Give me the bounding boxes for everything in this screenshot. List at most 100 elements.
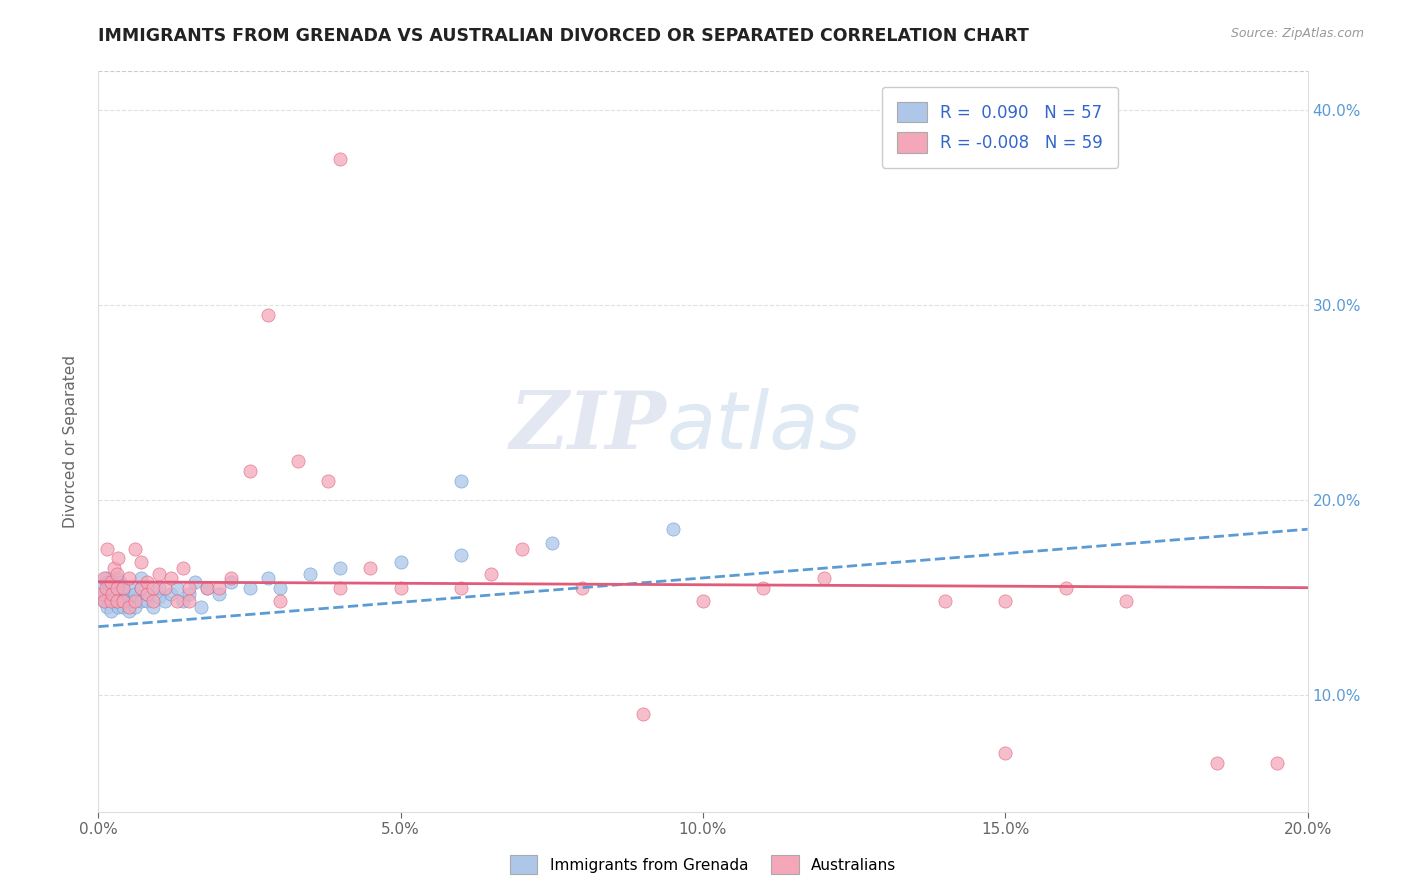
Point <box>108 574 131 589</box>
Point <box>195 581 218 595</box>
Text: ZIP: ZIP <box>510 388 666 466</box>
Point <box>752 581 775 595</box>
Point <box>160 571 183 585</box>
Text: Source: ZipAtlas.com: Source: ZipAtlas.com <box>1230 27 1364 40</box>
Y-axis label: Divorced or Separated: Divorced or Separated <box>63 355 77 528</box>
Point <box>135 586 157 600</box>
Point <box>100 591 122 605</box>
Point <box>166 594 188 608</box>
Point <box>118 581 141 595</box>
Point <box>105 581 128 595</box>
Point <box>105 586 128 600</box>
Point <box>135 586 157 600</box>
Point <box>195 581 218 595</box>
Point <box>692 594 714 608</box>
Point <box>481 567 503 582</box>
Point <box>172 561 194 575</box>
Point <box>129 581 152 595</box>
Point <box>93 571 115 585</box>
Point <box>112 594 135 608</box>
Point <box>111 581 134 595</box>
Point <box>1267 756 1289 770</box>
Point <box>105 594 128 608</box>
Point <box>299 567 322 582</box>
Point <box>148 591 170 605</box>
Point <box>1054 581 1077 595</box>
Point <box>631 707 654 722</box>
Point <box>142 600 165 615</box>
Point <box>124 586 146 600</box>
Point <box>239 464 262 478</box>
Point <box>100 586 122 600</box>
Point <box>124 600 146 615</box>
Point <box>172 594 194 608</box>
Point <box>994 746 1017 760</box>
Point <box>103 561 125 575</box>
Point <box>190 600 212 615</box>
Point <box>118 591 141 605</box>
Point <box>1115 594 1137 608</box>
Point <box>450 474 472 488</box>
Point <box>100 594 122 608</box>
Point <box>90 586 112 600</box>
Point <box>142 594 165 608</box>
Point <box>90 581 112 595</box>
Point <box>135 594 157 608</box>
Point <box>94 571 117 585</box>
Point <box>208 586 231 600</box>
Point <box>540 536 562 550</box>
Legend: Immigrants from Grenada, Australians: Immigrants from Grenada, Australians <box>503 849 903 880</box>
Point <box>221 571 243 585</box>
Point <box>166 581 188 595</box>
Point <box>93 586 115 600</box>
Point <box>105 581 128 595</box>
Point <box>94 581 117 595</box>
Point <box>269 581 291 595</box>
Point <box>100 604 122 618</box>
Point <box>118 604 141 618</box>
Point <box>450 548 472 562</box>
Point <box>118 600 141 615</box>
Point <box>179 586 201 600</box>
Point <box>93 594 115 608</box>
Point <box>96 541 118 556</box>
Point <box>100 574 122 589</box>
Point <box>934 594 956 608</box>
Point <box>107 600 129 615</box>
Point <box>124 594 146 608</box>
Point <box>121 594 143 608</box>
Legend: R =  0.090   N = 57, R = -0.008   N = 59: R = 0.090 N = 57, R = -0.008 N = 59 <box>882 87 1118 168</box>
Point <box>160 586 183 600</box>
Point <box>269 594 291 608</box>
Point <box>329 152 352 166</box>
Point <box>153 581 176 595</box>
Point <box>239 581 262 595</box>
Point <box>329 581 352 595</box>
Point <box>129 555 152 569</box>
Point <box>153 594 176 608</box>
Point <box>111 591 134 605</box>
Point <box>813 571 835 585</box>
Point <box>129 571 152 585</box>
Point <box>111 581 134 595</box>
Point <box>91 591 114 605</box>
Text: atlas: atlas <box>666 388 862 466</box>
Point <box>208 581 231 595</box>
Point <box>661 522 683 536</box>
Point <box>129 594 152 608</box>
Point <box>96 600 118 615</box>
Point <box>107 551 129 566</box>
Point <box>450 581 472 595</box>
Point <box>389 581 412 595</box>
Point <box>118 571 141 585</box>
Point <box>124 541 146 556</box>
Point <box>316 474 339 488</box>
Point <box>142 581 165 595</box>
Point <box>179 594 201 608</box>
Point <box>105 567 128 582</box>
Point <box>148 567 170 582</box>
Point <box>111 594 134 608</box>
Point <box>129 581 152 595</box>
Text: IMMIGRANTS FROM GRENADA VS AUSTRALIAN DIVORCED OR SEPARATED CORRELATION CHART: IMMIGRANTS FROM GRENADA VS AUSTRALIAN DI… <box>98 27 1029 45</box>
Point <box>571 581 593 595</box>
